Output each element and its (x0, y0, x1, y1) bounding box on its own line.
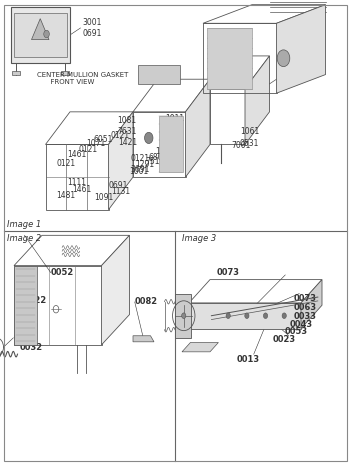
Polygon shape (301, 280, 322, 329)
Text: 1481: 1481 (57, 191, 76, 200)
Text: Image 3: Image 3 (182, 234, 216, 243)
Polygon shape (175, 294, 191, 338)
Text: 1091: 1091 (94, 192, 114, 202)
Bar (14, 13, 66, 57)
Text: 0121: 0121 (78, 144, 97, 154)
Circle shape (145, 132, 153, 144)
Text: 6801: 6801 (149, 152, 168, 162)
Polygon shape (276, 5, 326, 93)
Text: 1011: 1011 (165, 114, 184, 123)
Text: 0121: 0121 (110, 130, 130, 140)
Text: Image 2: Image 2 (7, 234, 41, 243)
Polygon shape (102, 235, 130, 345)
Polygon shape (133, 336, 154, 342)
Circle shape (264, 313, 268, 319)
Polygon shape (189, 303, 301, 329)
Bar (10, 7, 70, 63)
Text: 0023: 0023 (272, 335, 295, 344)
Text: 0511: 0511 (165, 123, 184, 132)
Text: 0053: 0053 (284, 327, 307, 336)
Polygon shape (32, 19, 49, 40)
Circle shape (226, 313, 230, 319)
Text: 0043: 0043 (290, 320, 313, 329)
Text: 7511: 7511 (145, 157, 164, 166)
Text: 1561: 1561 (155, 147, 175, 157)
Circle shape (182, 313, 186, 319)
Text: 7001: 7001 (231, 141, 250, 151)
Text: CENTER MULLION GASKET
      FRONT VIEW: CENTER MULLION GASKET FRONT VIEW (37, 72, 128, 85)
Text: 1421: 1421 (118, 138, 138, 147)
Bar (206, 28, 252, 89)
Circle shape (282, 313, 286, 319)
Text: 1291: 1291 (135, 159, 154, 169)
Text: 1061
0531: 1061 0531 (240, 127, 259, 148)
Polygon shape (182, 343, 218, 352)
Text: 1131: 1131 (111, 186, 130, 196)
Text: 0013: 0013 (236, 355, 259, 364)
Text: 1001: 1001 (130, 167, 149, 176)
Text: 1461: 1461 (68, 150, 87, 159)
Text: 0121
3691: 0121 3691 (131, 154, 150, 174)
Bar (61, 71, 69, 75)
Circle shape (277, 50, 290, 67)
Text: 1461: 1461 (72, 185, 91, 194)
Text: 3001
0691: 3001 0691 (82, 18, 102, 38)
Text: 1111: 1111 (68, 178, 86, 187)
Text: 0042: 0042 (13, 333, 36, 343)
Text: 0082: 0082 (135, 297, 158, 307)
Bar (159, 116, 183, 172)
Text: 0052: 0052 (51, 268, 74, 277)
Text: 0121: 0121 (57, 158, 76, 168)
Text: 0691: 0691 (108, 180, 128, 190)
Bar (12, 71, 20, 75)
Text: 0073: 0073 (216, 268, 239, 277)
Circle shape (44, 30, 49, 38)
Polygon shape (245, 56, 270, 144)
Text: 0073: 0073 (294, 294, 317, 303)
Text: 2051: 2051 (162, 130, 181, 139)
Text: 1081
7631: 1081 7631 (117, 116, 136, 136)
Text: Image 1: Image 1 (7, 220, 41, 229)
Polygon shape (14, 266, 37, 345)
Text: 0032: 0032 (19, 343, 42, 352)
Polygon shape (186, 79, 210, 177)
Text: 0022: 0022 (24, 296, 47, 305)
Text: 0033: 0033 (294, 312, 317, 322)
Text: 1071: 1071 (86, 139, 106, 148)
Bar (138, 65, 180, 84)
Text: 0063: 0063 (294, 303, 317, 312)
Text: 6051: 6051 (94, 135, 113, 144)
Circle shape (245, 313, 249, 319)
Polygon shape (108, 112, 133, 210)
